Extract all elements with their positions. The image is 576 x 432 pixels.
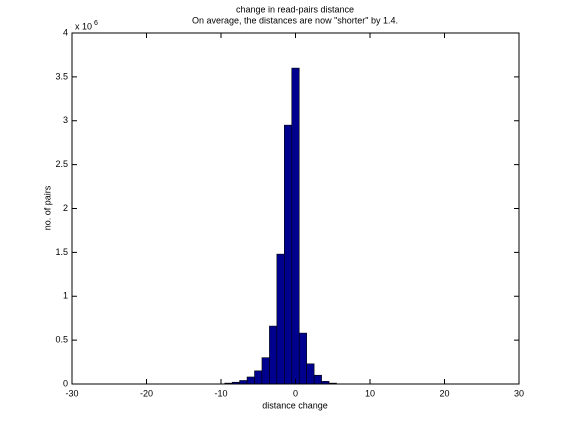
x-tick-label: 30 [514,388,524,398]
bar [269,325,278,385]
chart-subtitle: On average, the distances are now "short… [192,15,398,25]
bar [306,363,315,385]
y-tick-label: 0 [63,378,68,388]
x-tick-label: 0 [293,388,298,398]
y-scale-exponent: 6 [94,20,98,27]
bar [313,374,322,385]
y-scale-base: x 10 [75,21,92,31]
x-tick-label: -30 [65,388,78,398]
y-tick-label: 4 [63,27,68,37]
y-tick-label: 1.5 [55,247,68,257]
x-tick-label: 20 [439,388,449,398]
chart-title: change in read-pairs distance [236,4,354,14]
x-tick-label: 10 [365,388,375,398]
bar [276,253,285,385]
y-tick-label: 1 [63,291,68,301]
y-tick-label: 3.5 [55,71,68,81]
y-tick-label: 2.5 [55,159,68,169]
bar [239,380,248,385]
x-tick-label: -20 [140,388,153,398]
bar [284,124,293,385]
x-axis-label: distance change [262,400,328,410]
bar [298,332,307,385]
bar [261,357,270,385]
bar [254,370,263,385]
y-tick-label: 0.5 [55,335,68,345]
x-tick-label: -10 [214,388,227,398]
y-tick-label: 3 [63,115,68,125]
y-tick-label: 2 [63,203,68,213]
bar [246,376,255,385]
y-axis-label: no. of pairs [42,185,52,230]
bar [291,67,300,385]
